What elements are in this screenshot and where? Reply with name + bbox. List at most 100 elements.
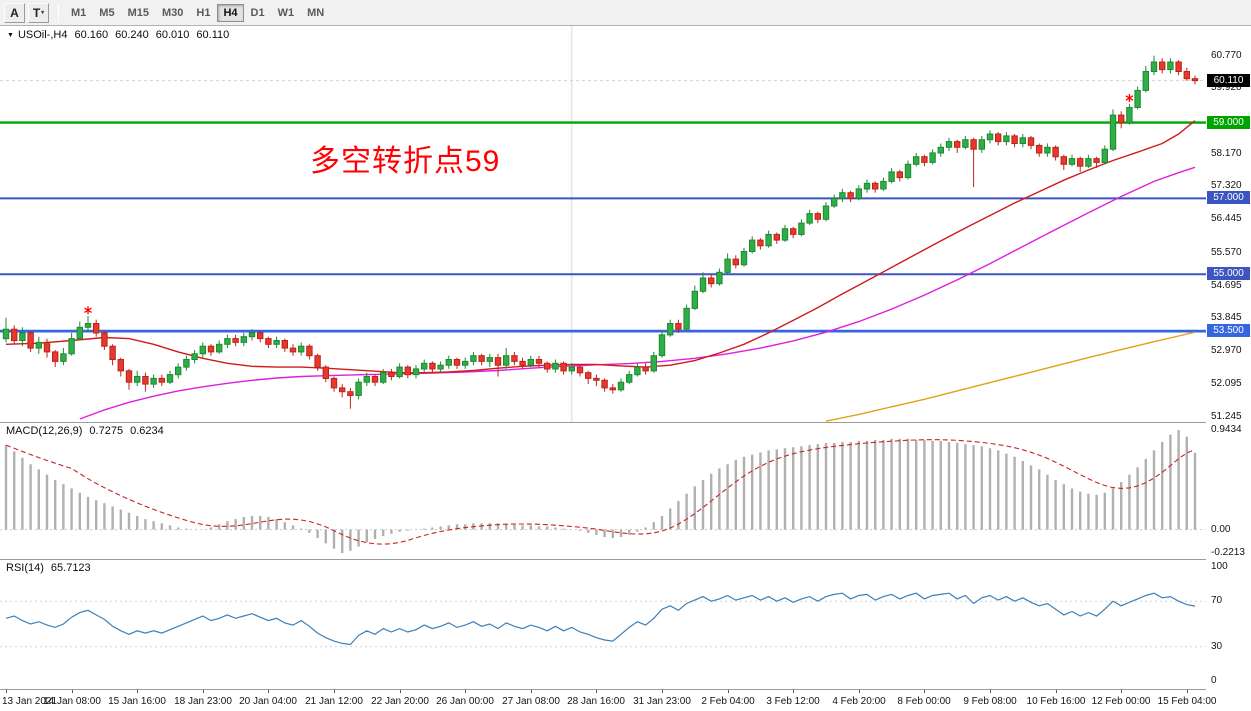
chart-annotation-text[interactable]: 多空转折点59 bbox=[310, 145, 501, 178]
macd-pane[interactable] bbox=[0, 422, 1206, 559]
time-axis-label: 10 Feb 16:00 bbox=[1026, 696, 1086, 707]
timeframe-button-mn[interactable]: MN bbox=[307, 6, 325, 19]
time-axis-label: 21 Jan 12:00 bbox=[305, 696, 363, 707]
rsi-axis-label: 100 bbox=[1211, 561, 1228, 572]
rsi-title: RSI(14) 65.7123 bbox=[6, 562, 91, 574]
macd-canvas[interactable] bbox=[0, 422, 1206, 559]
close-value: 60.110 bbox=[196, 29, 230, 41]
timeframe-button-h1[interactable]: H1 bbox=[196, 6, 211, 19]
price-axis-label: 52.095 bbox=[1211, 378, 1242, 389]
price-axis-label: 54.695 bbox=[1211, 280, 1242, 291]
time-axis-label: 14 Jan 08:00 bbox=[43, 696, 101, 707]
time-axis-label: 28 Jan 16:00 bbox=[567, 696, 625, 707]
price-level-badge: 57.000 bbox=[1207, 191, 1250, 204]
pane-separator[interactable] bbox=[0, 559, 1251, 560]
time-axis[interactable]: 13 Jan 2021 14 Jan 08:00 15 Jan 16:00 18 Ja… bbox=[0, 690, 1251, 711]
price-axis-label: 57.320 bbox=[1211, 180, 1242, 191]
price-axis-label: 56.445 bbox=[1211, 213, 1242, 224]
timeframe-button-m15[interactable]: M15 bbox=[127, 6, 149, 19]
time-tick bbox=[1187, 690, 1188, 693]
chart-title: ▼ USOil-,H4 60.160 60.240 60.010 60.110 bbox=[7, 29, 229, 41]
time-tick bbox=[1056, 690, 1057, 693]
time-axis-label: 2 Feb 04:00 bbox=[701, 696, 755, 707]
macd-axis-label: 0.00 bbox=[1211, 524, 1231, 535]
price-chart-canvas[interactable] bbox=[0, 26, 1206, 422]
time-axis-label: 12 Feb 00:00 bbox=[1091, 696, 1151, 707]
macd-title: MACD(12,26,9) 0.7275 0.6234 bbox=[6, 425, 164, 437]
red-star-mark bbox=[1125, 94, 1134, 102]
rsi-value: 65.7123 bbox=[50, 562, 91, 574]
rsi-axis-label: 0 bbox=[1211, 675, 1217, 686]
price-chart-pane[interactable] bbox=[0, 26, 1206, 422]
time-axis-label: 18 Jan 23:00 bbox=[174, 696, 232, 707]
macd-main-value: 0.7275 bbox=[89, 425, 124, 437]
rsi-axis-label: 30 bbox=[1211, 641, 1223, 652]
macd-signal-value: 0.6234 bbox=[130, 425, 164, 437]
timeframe-button-m30[interactable]: M30 bbox=[161, 6, 184, 19]
chevron-down-icon: ▾ bbox=[41, 10, 45, 16]
price-axis-label: 53.845 bbox=[1211, 312, 1242, 323]
collapse-caret-icon[interactable]: ▼ bbox=[7, 32, 14, 39]
time-tick bbox=[531, 690, 532, 693]
price-axis-label: 52.970 bbox=[1211, 345, 1242, 356]
timeframe-button-m5[interactable]: M5 bbox=[99, 6, 115, 19]
time-axis-label: 27 Jan 08:00 bbox=[502, 696, 560, 707]
cursor-tool-label: A bbox=[10, 5, 19, 20]
toolbar-separator bbox=[58, 3, 59, 22]
time-tick bbox=[924, 690, 925, 693]
time-axis-label: 20 Jan 04:00 bbox=[239, 696, 297, 707]
cursor-tool-button[interactable]: A bbox=[4, 2, 25, 23]
toolbar: A T ▾ M1 M5 M15 M30 H1 H4 D1 W1 MN bbox=[0, 0, 1251, 26]
macd-axis-label: 0.9434 bbox=[1211, 424, 1242, 435]
time-tick bbox=[596, 690, 597, 693]
time-tick bbox=[203, 690, 204, 693]
price-level-badge: 59.000 bbox=[1207, 116, 1250, 129]
time-axis-label: 31 Jan 23:00 bbox=[633, 696, 691, 707]
time-tick bbox=[990, 690, 991, 693]
red-star-mark bbox=[84, 306, 92, 315]
timeframe-button-group: M1 M5 M15 M30 H1 H4 D1 W1 MN bbox=[65, 3, 330, 22]
time-axis-label: 8 Feb 00:00 bbox=[897, 696, 951, 707]
time-axis-label: 15 Jan 16:00 bbox=[108, 696, 166, 707]
low-value: 60.010 bbox=[155, 29, 190, 41]
pane-separator[interactable] bbox=[0, 422, 1251, 423]
rsi-canvas[interactable] bbox=[0, 559, 1206, 689]
price-axis-label: 59.920 bbox=[1211, 82, 1242, 93]
time-axis-label: 15 Feb 04:00 bbox=[1157, 696, 1217, 707]
macd-axis-label: -0.2213 bbox=[1211, 547, 1245, 558]
rsi-axis-label: 70 bbox=[1211, 595, 1223, 606]
time-tick bbox=[793, 690, 794, 693]
text-tool-button[interactable]: T ▾ bbox=[28, 2, 49, 23]
open-value: 60.160 bbox=[74, 29, 109, 41]
time-axis-label: 26 Jan 00:00 bbox=[436, 696, 494, 707]
time-tick bbox=[334, 690, 335, 693]
time-tick bbox=[662, 690, 663, 693]
price-axis-label: 60.770 bbox=[1211, 50, 1242, 61]
time-tick bbox=[72, 690, 73, 693]
time-axis-label: 13 Jan 2021 bbox=[2, 696, 58, 707]
price-axis-label: 55.570 bbox=[1211, 247, 1242, 258]
time-tick bbox=[728, 690, 729, 693]
time-tick bbox=[859, 690, 860, 693]
time-tick bbox=[137, 690, 138, 693]
text-tool-label: T bbox=[32, 5, 41, 20]
timeframe-button-d1[interactable]: D1 bbox=[250, 6, 265, 19]
price-level-badge: 55.000 bbox=[1207, 267, 1250, 280]
timeframe-button-h4[interactable]: H4 bbox=[217, 3, 244, 22]
price-axis-label: 51.245 bbox=[1211, 411, 1242, 422]
time-axis-label: 4 Feb 20:00 bbox=[832, 696, 886, 707]
symbol-timeframe-label: USOil-,H4 bbox=[17, 29, 68, 41]
high-value: 60.240 bbox=[115, 29, 149, 41]
time-tick bbox=[465, 690, 466, 693]
rsi-pane[interactable] bbox=[0, 559, 1206, 689]
price-level-badge: 53.500 bbox=[1207, 324, 1250, 337]
macd-label: MACD(12,26,9) bbox=[6, 425, 83, 437]
timeframe-button-w1[interactable]: W1 bbox=[277, 6, 295, 19]
timeframe-button-m1[interactable]: M1 bbox=[71, 6, 87, 19]
time-axis-label: 9 Feb 08:00 bbox=[963, 696, 1017, 707]
axis-separator bbox=[0, 689, 1251, 690]
time-tick bbox=[6, 690, 7, 693]
price-axis[interactable]: 60.77059.92059.04558.17057.32056.44555.5… bbox=[1206, 0, 1251, 711]
rsi-label: RSI(14) bbox=[6, 562, 44, 574]
